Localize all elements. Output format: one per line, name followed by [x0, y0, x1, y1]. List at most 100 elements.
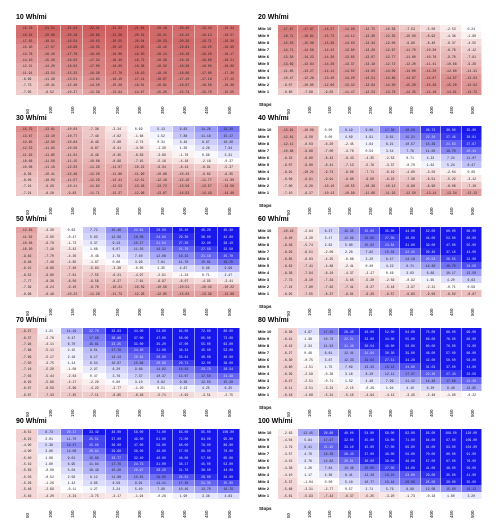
row-label: Mile 5	[258, 162, 270, 167]
heatmap-cell: 38.00	[195, 467, 218, 474]
x-tick-label: 200	[347, 106, 353, 114]
heatmap-cell: 9.86	[128, 366, 151, 373]
heatmap-cell: -4.20	[38, 492, 61, 499]
heatmap-cell: -19.16	[172, 50, 196, 57]
heatmap-cell: 72.00	[195, 328, 218, 335]
heatmap-cell: -15.29	[38, 56, 61, 64]
heatmap-cell: 19.28	[400, 126, 421, 133]
heatmap-cell: -14.30	[318, 53, 340, 60]
heatmap-panel: 30 Wh/mi -15.79 -13.81 -10.04 -7.38 -3.34 0.69…	[16, 115, 250, 223]
x-tick-label: 450	[449, 207, 455, 215]
x-tick-label: 500	[469, 409, 475, 417]
heatmap-cell: 5.13	[150, 126, 173, 133]
heatmap-cell: -19.20	[195, 50, 218, 57]
heatmap-cell: -6.22	[16, 435, 39, 442]
heatmap-cell: -14.10	[16, 56, 39, 64]
heatmap-cell: -6.10	[318, 269, 340, 276]
heatmap-cell: -10.21	[298, 168, 319, 175]
x-tick-label: 100	[306, 510, 312, 518]
heatmap-cell: 39.20	[150, 340, 173, 348]
heatmap-cell: -11.66	[359, 189, 380, 196]
heatmap-cell: 44.00	[217, 467, 240, 474]
heatmap-cell: -13.54	[461, 74, 482, 81]
heatmap-cell: 4.85	[83, 479, 106, 487]
heatmap-cell: -13.14	[420, 189, 442, 196]
heatmap-cell: -14.87	[441, 74, 462, 81]
heatmap-cell: 26.55	[441, 255, 462, 262]
heatmap-cell: -2.53	[380, 154, 401, 161]
heatmap-cell: 19.13	[461, 485, 482, 492]
heatmap-cell: 12.56	[105, 233, 128, 240]
heatmap-cell: 26.43	[339, 450, 360, 457]
x-tick-label: 450	[449, 409, 455, 417]
heatmap-cell: -0.92	[400, 276, 421, 283]
heatmap-cell: -2.63	[278, 429, 299, 436]
heatmap-cell: -5.74	[298, 241, 319, 248]
heatmap-cell: -7.11	[83, 391, 106, 398]
heatmap-cell: -16.58	[195, 82, 218, 89]
heatmap-cell: 66.00	[195, 448, 218, 455]
heatmap-cell: 16.70	[441, 147, 462, 154]
heatmap-cell: -9.07	[278, 81, 299, 88]
heatmap-cell: -8.06	[278, 175, 299, 182]
row-label: Mile 8	[258, 444, 270, 449]
panel-title: 40 Wh/mi	[258, 115, 289, 122]
heatmap-cell: 37.00	[105, 435, 128, 442]
heatmap-cell: -5.10	[339, 391, 360, 398]
heatmap-cell: 58.00	[461, 356, 482, 363]
heatmap-cell: -4.55	[461, 39, 482, 46]
heatmap-cell: -12.20	[400, 60, 421, 67]
heatmap-cell: -6.07	[172, 277, 196, 285]
panel-title: 80 Wh/mi	[258, 317, 289, 324]
heatmap-cell: 17.89	[441, 377, 462, 384]
heatmap-cell: -21.24	[60, 25, 84, 32]
heatmap-cell: 28.74	[420, 126, 442, 133]
heatmap-cell: -0.88	[339, 255, 360, 262]
heatmap-cell: 5.04	[60, 467, 84, 474]
heatmap-cell: -18.98	[60, 44, 84, 51]
heatmap-cell: -6.91	[195, 164, 218, 171]
heatmap-cell: 16.79	[217, 486, 240, 493]
heatmap-cell: 8.17	[83, 353, 106, 360]
x-tick-label: 200	[347, 409, 353, 417]
heatmap-cell: -8.38	[278, 269, 299, 276]
heatmap-cell: -1.68	[128, 132, 151, 139]
heatmap-cell: 86.00	[461, 335, 482, 342]
heatmap-cell: 75.00	[420, 328, 442, 335]
heatmap-cell: -4.38	[441, 32, 462, 39]
heatmap-cell: 31.80	[400, 241, 421, 248]
heatmap-cell: -5.44	[38, 372, 61, 379]
heatmap-cell: 2.56	[60, 473, 84, 480]
heatmap-cell: 3.54	[380, 147, 401, 154]
heatmap-cell: -11.73	[105, 290, 128, 297]
heatmap-cell: 15.61	[195, 258, 218, 266]
heatmap-cell: 18.06	[128, 233, 151, 240]
heatmap-cell: -12.67	[380, 46, 401, 53]
heatmap-cell: 76.00	[461, 457, 482, 464]
heatmap-cell: 3.17	[318, 234, 340, 241]
heatmap-cell: 11.76	[172, 258, 196, 266]
heatmap-cell: -8.14	[172, 164, 196, 171]
heatmap-cell: 47.00	[172, 340, 196, 348]
heatmap-cell: 57.00	[195, 454, 218, 461]
panel-title: 30 Wh/mi	[16, 115, 47, 122]
heatmap-cell: 72.00	[172, 435, 196, 442]
heatmap-cell: -5.20	[359, 276, 380, 283]
row-label: Mile 8	[258, 40, 270, 45]
heatmap-cell: 5.18	[339, 478, 360, 485]
heatmap-cell: -6.41	[105, 145, 128, 152]
heatmap-cell: -8.37	[318, 290, 340, 297]
heatmap-cell: 37.00	[128, 334, 151, 341]
heatmap-cell: -20.03	[83, 37, 106, 45]
heatmap-cell: 20.00	[359, 464, 380, 471]
heatmap-cell: -14.51	[359, 74, 380, 81]
heatmap-cell: -14.02	[339, 67, 360, 74]
row-label: Mile 3	[258, 277, 270, 282]
heatmap-cell: 17.50	[318, 328, 340, 335]
heatmap-cell: 18.58	[172, 366, 196, 373]
heatmap-cell: 21.79	[172, 246, 196, 253]
x-tick-label: 500	[226, 510, 232, 518]
heatmap-cell: 20.17	[60, 429, 84, 436]
heatmap-cell: -4.30	[128, 145, 151, 152]
heatmap-cell: -21.33	[105, 25, 128, 32]
